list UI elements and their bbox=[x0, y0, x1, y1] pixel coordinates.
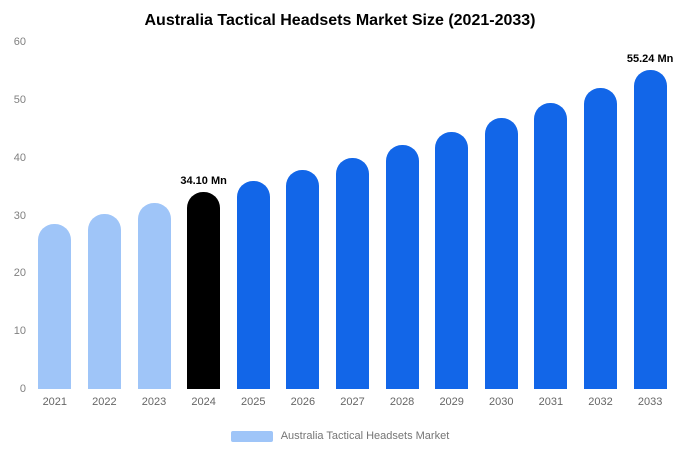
bar-series: 2021 2022 2023 34.10 Mn 2024 2025 2026 2027 2028… bbox=[30, 42, 675, 408]
y-axis-tick-label: 50 bbox=[13, 93, 26, 106]
bar-column-2026: 2026 bbox=[278, 42, 328, 408]
plot-area: 2021 2022 2023 34.10 Mn 2024 2025 2026 2027 2028… bbox=[30, 42, 675, 408]
bar-column-2022: 2022 bbox=[80, 42, 130, 408]
y-axis-tick-label: 60 bbox=[13, 36, 26, 48]
bar-column-2027: 2027 bbox=[328, 42, 378, 408]
bar-column-2031: 2031 bbox=[526, 42, 576, 408]
bar-value-label: 55.24 Mn bbox=[626, 52, 674, 65]
bar-2022 bbox=[87, 213, 121, 389]
bar-2027 bbox=[335, 157, 369, 389]
legend-swatch bbox=[230, 430, 273, 442]
bar-column-2029: 2029 bbox=[427, 42, 477, 408]
bar-column-2033: 55.24 Mn 2033 bbox=[625, 42, 675, 408]
x-axis-label: 2030 bbox=[489, 396, 514, 408]
bar-column-2025: 2025 bbox=[228, 42, 278, 408]
bar-2031 bbox=[534, 103, 568, 389]
x-axis-label: 2025 bbox=[241, 396, 266, 408]
x-axis-label: 2032 bbox=[588, 396, 613, 408]
bar-2025 bbox=[236, 181, 270, 389]
bar-2021 bbox=[38, 223, 72, 389]
x-axis-label: 2027 bbox=[340, 396, 365, 408]
x-axis-label: 2022 bbox=[92, 396, 117, 408]
legend-label: Australia Tactical Headsets Market bbox=[280, 430, 450, 442]
x-axis-label: 2029 bbox=[439, 396, 464, 408]
bar-column-2023: 2023 bbox=[129, 42, 179, 408]
chart-title: Australia Tactical Headsets Market Size … bbox=[144, 12, 536, 29]
bar-2026 bbox=[286, 169, 320, 389]
bar-value-label: 34.10 Mn bbox=[180, 174, 227, 187]
bar-column-2030: 2030 bbox=[476, 42, 526, 408]
y-axis-tick-label: 20 bbox=[13, 267, 26, 280]
bar-2030 bbox=[484, 117, 518, 389]
bar-column-2028: 2028 bbox=[377, 42, 427, 408]
bar-2028 bbox=[385, 144, 419, 389]
x-axis-label: 2033 bbox=[637, 396, 663, 408]
y-axis: 0 10 20 30 40 50 60 bbox=[2, 36, 26, 395]
bar-column-2024: 34.10 Mn 2024 bbox=[179, 42, 229, 408]
x-axis-label: 2021 bbox=[42, 396, 68, 408]
x-axis-label: 2024 bbox=[191, 396, 216, 408]
y-axis-tick-label: 10 bbox=[13, 325, 26, 338]
bar-2032 bbox=[584, 87, 617, 389]
bar-column-2021: 2021 bbox=[30, 42, 80, 408]
x-axis-label: 2023 bbox=[141, 396, 167, 408]
bar-2023 bbox=[137, 203, 171, 389]
x-axis-label: 2031 bbox=[538, 396, 564, 408]
legend: Australia Tactical Headsets Market bbox=[0, 430, 680, 442]
x-axis-label: 2026 bbox=[290, 396, 316, 408]
y-axis-tick-label: 40 bbox=[13, 151, 26, 164]
bar-2033 bbox=[633, 69, 667, 389]
bar-2024 bbox=[187, 191, 221, 389]
x-axis-label: 2028 bbox=[389, 396, 415, 408]
bar-2029 bbox=[435, 131, 469, 389]
bar-column-2032: 2032 bbox=[576, 42, 626, 408]
y-axis-tick-label: 30 bbox=[13, 209, 26, 222]
y-axis-tick-label: 0 bbox=[19, 383, 26, 395]
